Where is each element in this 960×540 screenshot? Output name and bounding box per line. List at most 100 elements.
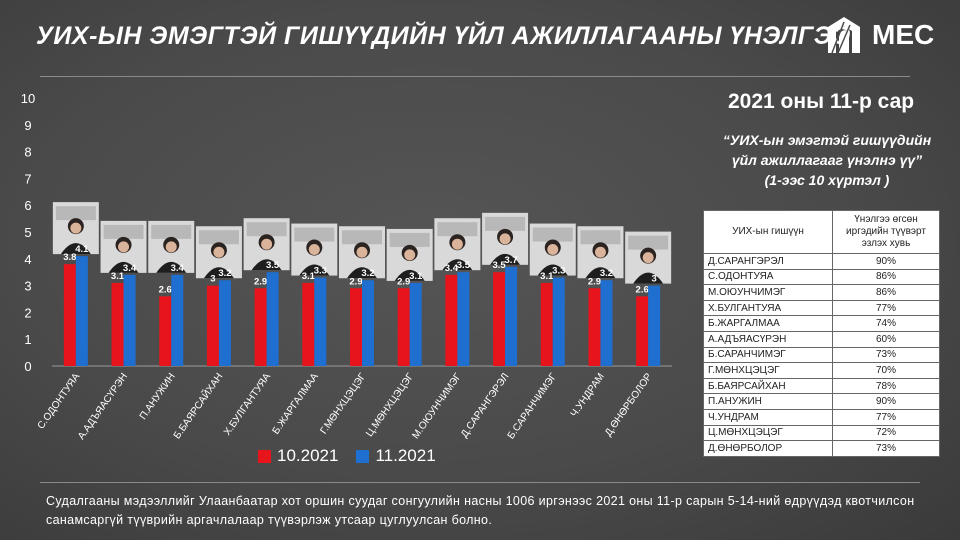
y-tick-label: 3	[24, 279, 31, 294]
portrait-backdrop	[294, 227, 335, 242]
table-header-name: УИХ-ын гишүүн	[703, 210, 833, 254]
y-tick-label: 0	[24, 359, 31, 374]
table-cell-value: 86%	[832, 268, 940, 286]
table-row: П.АНУЖИН 90%	[703, 393, 940, 410]
y-tick-label: 6	[24, 198, 31, 213]
bar-oct	[540, 282, 553, 366]
x-category-label: Д.САРАНГЭРЭЛ	[459, 371, 511, 439]
bar-nov	[457, 272, 470, 366]
portrait-backdrop	[580, 230, 621, 245]
table-cell-name: Д.САРАНГЭРЭЛ	[703, 253, 833, 270]
bar-oct	[111, 282, 124, 366]
table-cell-name: П.АНУЖИН	[703, 393, 833, 410]
y-tick-label: 7	[24, 171, 31, 186]
legend-label-nov: 11.2021	[375, 446, 436, 465]
chart-legend: 10.2021 11.2021	[258, 446, 436, 466]
portrait-face	[213, 246, 225, 258]
portrait-face	[70, 222, 82, 234]
bar-nov	[266, 272, 279, 366]
bar-oct	[493, 272, 506, 366]
x-category-label: Б.ЖАРГАЛМАА	[271, 371, 321, 436]
table-row: Г.МӨНХЦЭЦЭГ 70%	[703, 362, 940, 379]
bar-value-label: 3.2	[361, 268, 374, 279]
bar-nov	[600, 280, 613, 366]
portrait-body	[537, 264, 568, 276]
y-tick-label: 1	[24, 332, 31, 347]
portrait-backdrop	[198, 230, 239, 245]
portrait-face	[642, 252, 654, 264]
question-line-1: “УИХ-ын эмэгтэй гишүүдийн	[722, 132, 932, 148]
bar-value-label: 3.4	[171, 263, 185, 274]
table-cell-name: М.ОЮУНЧИМЭГ	[703, 284, 833, 301]
period-label: 2021 оны 11-р сар	[728, 90, 915, 113]
legend-item-oct: 10.2021	[258, 446, 338, 466]
table-cell-value: 60%	[832, 330, 940, 348]
bar-oct	[159, 296, 172, 366]
table-row: Х.БУЛГАНТУЯА 77%	[703, 299, 940, 317]
bar-value-label: 3.3	[552, 266, 565, 277]
bar-value-label: 3.8	[63, 252, 76, 263]
bar-nov	[648, 285, 661, 366]
x-category-label: Ч.УНДРАМ	[569, 371, 607, 419]
bar-value-label: 3.1	[111, 271, 125, 282]
portrait-body	[585, 267, 616, 279]
table-cell-name: Б.САРАНЧИМЭГ	[703, 346, 833, 364]
bar-nov	[218, 280, 231, 366]
footnote: Судалгааны мэдээллийг Улаанбаатар хот ор…	[46, 494, 915, 527]
x-category-label: А.АДЪЯАСҮРЭН	[76, 371, 130, 441]
bar-value-label: 2.6	[636, 284, 649, 295]
table-row: М.ОЮУНЧИМЭГ 86%	[703, 284, 940, 301]
bar-value-label: 3.2	[218, 268, 231, 279]
legend-swatch-oct	[258, 449, 271, 463]
portrait-backdrop	[246, 222, 287, 237]
bar-value-label: 3.5	[266, 260, 280, 271]
legend-swatch-nov	[356, 449, 370, 463]
bar-oct	[350, 288, 362, 366]
x-category-label: Б.САРАНЧИМЭГ	[506, 371, 560, 441]
table-cell-value: 77%	[832, 299, 940, 317]
portrait-body	[108, 261, 139, 273]
y-tick-label: 5	[24, 225, 31, 240]
x-category-label: Х.БУЛГАНТУЯА	[222, 371, 273, 437]
bar-value-label: 3.7	[504, 255, 517, 266]
y-tick-label: 8	[24, 145, 31, 160]
table-row: Б.БАЯРСАЙХАН 78%	[703, 377, 940, 395]
portrait-face	[499, 233, 511, 245]
portrait-backdrop	[628, 235, 669, 250]
x-category-label: Д.ӨНӨРБОЛОР	[603, 371, 655, 438]
table-cell-name: Ч.УНДРАМ	[703, 408, 833, 426]
table-cell-name: Б.ЖАРГАЛМАА	[703, 315, 833, 332]
portrait-body	[394, 269, 425, 281]
bar-oct	[588, 288, 601, 366]
bar-oct	[63, 264, 76, 366]
table-cell-name: Д.ӨНӨРБОЛОР	[703, 440, 833, 457]
portrait-face	[308, 244, 320, 256]
portrait-backdrop	[437, 222, 478, 237]
table-cell-name: Х.БУЛГАНТУЯА	[703, 299, 833, 317]
bar-value-label: 3.5	[492, 260, 506, 271]
y-tick-label: 10	[21, 91, 35, 106]
bar-value-label: 2.9	[397, 276, 410, 287]
table-cell-value: 78%	[832, 377, 940, 395]
portrait-face	[118, 241, 130, 253]
bar-value-label: 4.1	[75, 244, 89, 255]
table-cell-value: 73%	[832, 440, 940, 457]
logo-text: MEC	[872, 19, 935, 50]
portrait-backdrop	[389, 232, 430, 247]
legend-label-oct: 10.2021	[277, 446, 339, 465]
table-header-value: Үнэлгээ өгсөн иргэдийн түүвэрт эзлэх хув…	[832, 210, 940, 254]
bar-value-label: 2.9	[588, 276, 601, 287]
table-row: Ц.МӨНХЦЭЦЭГ 72%	[703, 424, 940, 442]
bar-value-label: 3.1	[540, 271, 554, 282]
bar-value-label: 3	[210, 274, 215, 285]
portrait-face	[451, 238, 463, 250]
header-divider	[40, 76, 910, 77]
x-category-label: Ц.МӨНХЦЭЦЭГ	[364, 371, 416, 439]
y-tick-label: 9	[24, 118, 31, 133]
question-scale: (1-ээс 10 хүртэл )	[764, 172, 890, 188]
x-category-label: Г.МӨНХЦЭЦЭГ	[318, 371, 368, 436]
x-category-label: С.ОДОНТУЯА	[36, 371, 83, 431]
portrait-backdrop	[532, 227, 573, 242]
bar-value-label: 2.9	[254, 276, 267, 287]
y-tick-label: 4	[24, 252, 31, 267]
